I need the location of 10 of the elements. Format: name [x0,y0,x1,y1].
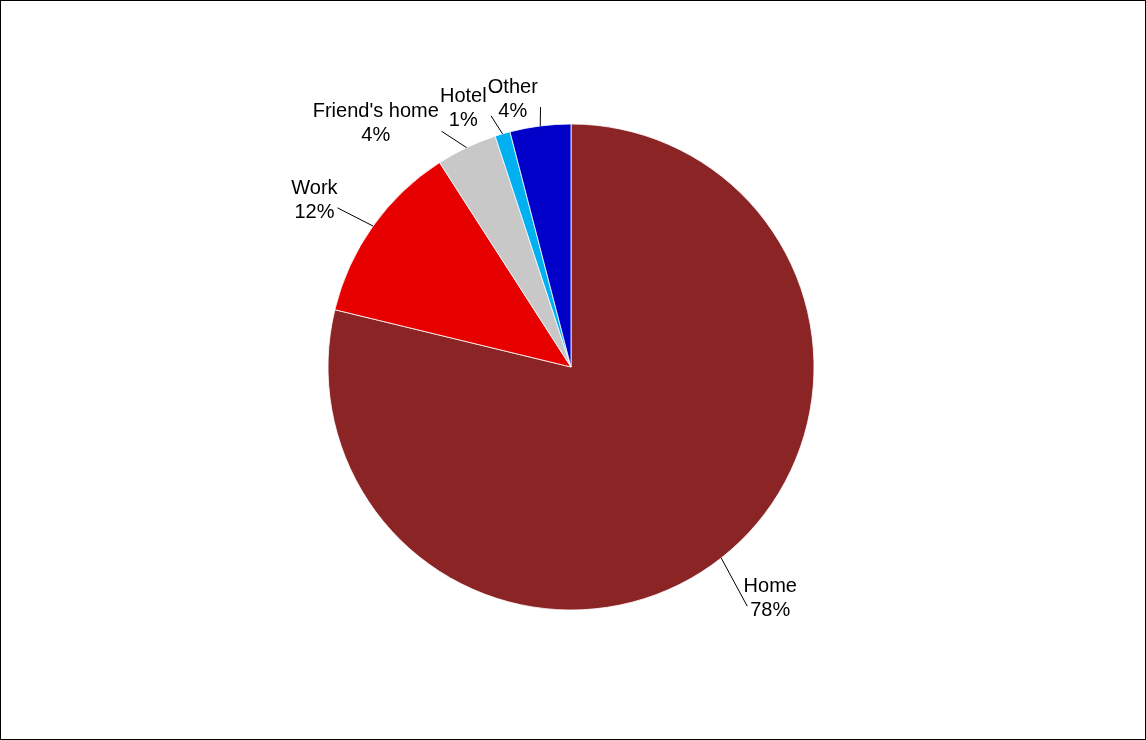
data-label: 1% [448,107,478,130]
slice-label: Work [291,175,339,198]
slice-label: Home [743,574,797,597]
slice-label: Hotel [439,83,487,106]
data-label: 4% [498,99,528,122]
data-label: 12% [294,199,335,222]
slice-label: Other [487,75,539,98]
data-label: 78% [750,598,791,621]
slice-label: Friend's home [312,99,439,122]
data-label: 4% [361,123,391,146]
